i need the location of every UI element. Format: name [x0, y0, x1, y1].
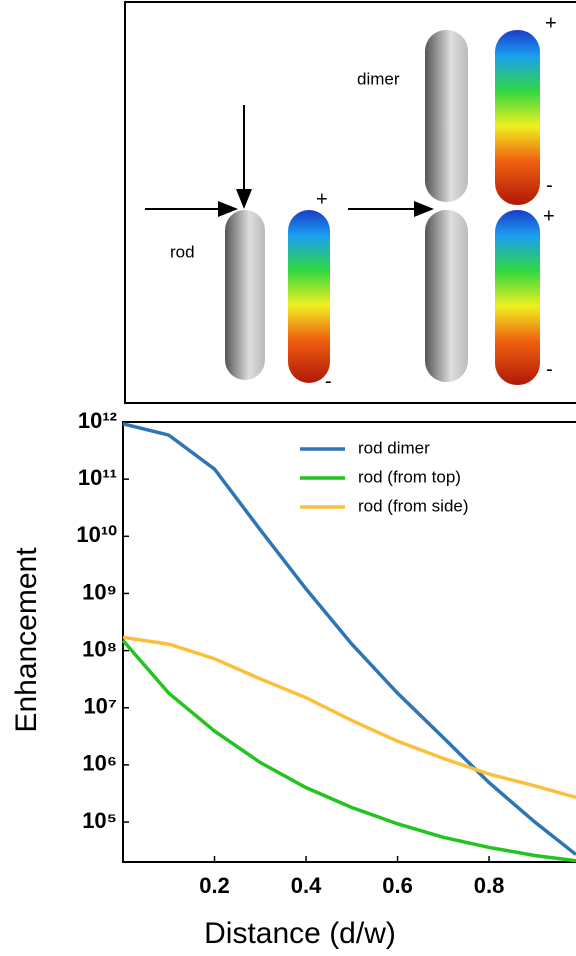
x-tick-label: 0.8: [474, 873, 505, 898]
rod-label: rod: [170, 242, 195, 261]
y-axis-label: Enhancement: [10, 547, 43, 733]
y-tick-label: 10¹⁰: [76, 522, 117, 547]
line: [121, 639, 576, 863]
sign: -: [546, 174, 553, 196]
dimer-rod: [425, 210, 468, 382]
sign: +: [543, 205, 555, 227]
y-tick-label: 10⁷: [83, 694, 117, 719]
diagram-panel: rod dimer + - + - + -: [124, 1, 576, 404]
legend-label: rod dimer: [358, 438, 430, 457]
y-tick-label: 10¹²: [78, 408, 117, 433]
legend-label: rod (from side): [358, 496, 469, 515]
dimer-field: [495, 210, 540, 385]
y-tick-label: 10⁸: [82, 636, 117, 661]
sign: -: [546, 358, 553, 380]
sign: -: [325, 370, 332, 392]
x-tick-label: 0.2: [199, 873, 230, 898]
rod: [225, 210, 265, 380]
x-axis-label: Distance (d/w): [204, 917, 396, 950]
y-tick-label: 10¹¹: [78, 465, 117, 490]
dimer-field: [495, 30, 540, 205]
y-tick-label: 10⁶: [82, 751, 117, 776]
line: [122, 635, 576, 800]
legend-label: rod (from top): [358, 467, 461, 486]
x-tick-label: 0.6: [382, 873, 413, 898]
panel-border: [124, 1, 576, 404]
rod-field: [288, 210, 330, 383]
x-tick-label: 0.4: [291, 873, 322, 898]
y-tick-label: 10⁵: [82, 808, 117, 833]
dimer-rod: [425, 30, 468, 202]
y-tick-label: 10⁹: [82, 579, 117, 604]
chart: Distance (d/w) Enhancement 10¹² 10¹¹ 10¹⁰ 1…: [10, 408, 576, 950]
sign: +: [545, 12, 557, 34]
sign: +: [316, 188, 328, 210]
dimer-label: dimer: [357, 69, 400, 88]
line: [122, 422, 576, 856]
